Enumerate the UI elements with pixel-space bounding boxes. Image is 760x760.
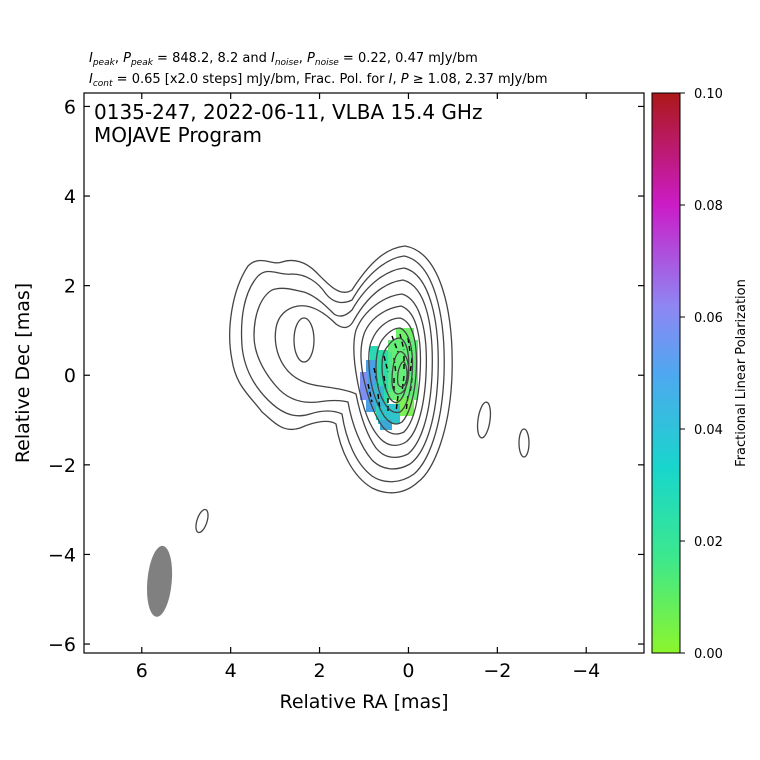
pol-pixel	[370, 346, 378, 360]
x-tick-label: −2	[483, 660, 511, 682]
contours	[195, 245, 530, 534]
evpa-tick	[395, 395, 399, 413]
beam-shape	[146, 545, 173, 617]
colorbar-ticks: 0.00 0.02 0.04 0.06 0.08 0.10	[680, 87, 723, 662]
y-tick-label: −2	[48, 455, 76, 477]
contour-level-1	[229, 245, 453, 494]
evpa-tick	[409, 357, 413, 375]
plot-title-line-1: 0135-247, 2022-06-11, VLBA 15.4 GHz	[94, 100, 482, 124]
x-tick-label: 6	[136, 660, 148, 682]
pol-pixel	[380, 420, 392, 430]
y-tick-label: 6	[64, 96, 76, 118]
x-axis-label: Relative RA [mas]	[279, 691, 448, 713]
contour-level-4	[274, 279, 433, 459]
contour-level-2	[240, 255, 445, 483]
contour-level-5	[353, 293, 428, 447]
colorbar-gradient	[651, 92, 681, 654]
x-tick-label: 0	[402, 660, 414, 682]
contour-island	[518, 428, 530, 458]
colorbar-label: Fractional Linear Polarization	[734, 279, 749, 467]
y-tick-label: 4	[64, 186, 76, 208]
x-tick-label: 4	[225, 660, 237, 682]
evpa-tick	[383, 375, 387, 393]
y-tick-label: −4	[48, 544, 76, 566]
colorbar-tick-label: 0.02	[694, 535, 723, 550]
contour-level-3	[253, 267, 439, 470]
colorbar-tick-label: 0.08	[694, 199, 723, 214]
evpa-tick	[383, 355, 389, 373]
x-tick-label: 2	[314, 660, 326, 682]
beam-ellipse	[146, 545, 173, 617]
contour-knot	[293, 317, 315, 363]
evpa-tick	[401, 375, 405, 393]
x-tick-label: −4	[572, 660, 600, 682]
contour-level-7	[368, 317, 418, 425]
header-line-2: Icont = 0.65 [x2.0 steps] mJy/bm, Frac. …	[89, 72, 548, 89]
contour-level-11	[396, 361, 408, 388]
pol-pixel	[366, 360, 376, 412]
colorbar-tick-label: 0.04	[694, 423, 723, 438]
pol-pixel	[378, 404, 400, 424]
y-axis-label: Relative Dec [mas]	[12, 283, 34, 463]
colorbar-tick-label: 0.00	[694, 647, 723, 662]
contour-level-10	[391, 350, 410, 395]
evpa-tick	[377, 393, 381, 411]
header-line-1: Ipeak, Ppeak = 848.2, 8.2 and Inoise, Pn…	[89, 51, 478, 68]
plot-frame	[83, 92, 645, 654]
colorbar-tick-label: 0.06	[694, 311, 723, 326]
pol-pixel	[360, 372, 368, 400]
contour-island	[476, 401, 492, 439]
plot-title-line-2: MOJAVE Program	[94, 123, 262, 147]
plot-content	[146, 245, 530, 617]
evpa-tick	[391, 335, 399, 353]
y-tick-label: 2	[64, 276, 76, 298]
y-axis-ticks: 6 4 2 0 −2 −4 −6	[48, 96, 644, 656]
contour-level-6	[360, 305, 422, 435]
evpa-tick	[407, 337, 411, 353]
contour-island	[195, 508, 209, 534]
evpa-tick	[399, 333, 405, 351]
colorbar: 0.00 0.02 0.04 0.06 0.08 0.10 Fractional Line…	[651, 87, 749, 662]
pol-pixel	[374, 386, 384, 406]
evpa-tick	[367, 383, 373, 403]
x-axis-ticks: 6 4 2 0 −2 −4	[136, 93, 600, 682]
contour-level-8	[375, 327, 414, 414]
y-tick-label: −6	[48, 634, 76, 656]
colorbar-tick-label: 0.10	[694, 87, 723, 102]
y-tick-label: 0	[64, 365, 76, 387]
